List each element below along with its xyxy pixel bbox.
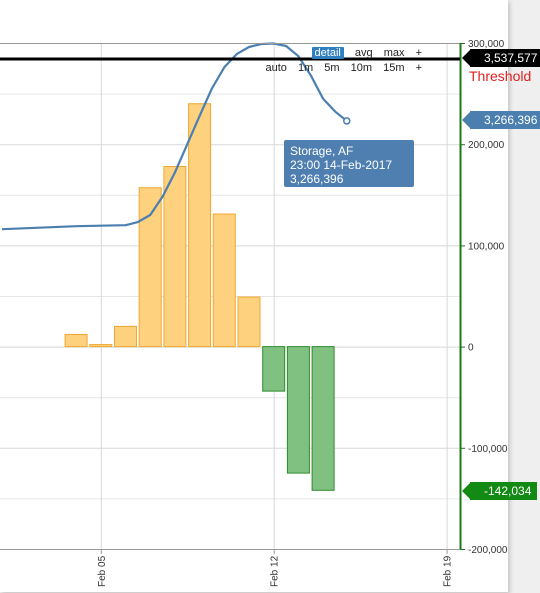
threshold-label: Threshold: [469, 68, 531, 84]
avg-button[interactable]: avg: [355, 47, 373, 59]
tooltip-series: Storage, AF: [290, 144, 408, 158]
x-tick-label: Feb 12: [270, 555, 281, 587]
y-tick-label: 0: [468, 343, 474, 354]
storage-last-point: [344, 118, 350, 124]
x-tick-label: Feb 19: [443, 555, 454, 587]
tooltip-value: 3,266,396: [290, 172, 408, 186]
y-tick-label: 200,000: [468, 140, 505, 151]
bar: [312, 347, 334, 491]
bar: [213, 214, 235, 347]
15m-button[interactable]: 15m: [383, 62, 404, 74]
bar: [164, 166, 186, 346]
hover-tooltip: Storage, AF 23:00 14-Feb-2017 3,266,396: [284, 140, 414, 187]
bar: [287, 347, 309, 474]
bar: [263, 347, 285, 392]
bar-min-value-flag: -142,034: [470, 482, 537, 500]
x-tick-label: Feb 05: [97, 555, 108, 587]
bar: [90, 345, 112, 347]
y-tick-label: -100,000: [468, 444, 508, 455]
period-controls-row2: auto 1m 5m 10m 15m +: [257, 62, 422, 74]
bar: [238, 297, 260, 347]
bar: [189, 104, 211, 347]
y-tick-label: 100,000: [468, 241, 505, 252]
add-aggregate-button[interactable]: +: [416, 47, 422, 59]
y-tick-label: -200,000: [468, 545, 508, 556]
add-period-button[interactable]: +: [416, 62, 422, 74]
detail-button[interactable]: detail: [312, 47, 344, 59]
chart-panel: 300,000 200,000 100,000 0 -100,000 -200,000 Fe…: [0, 0, 508, 592]
1m-button[interactable]: 1m: [298, 62, 313, 74]
chart-svg: 300,000200,000100,0000-100,000-200,000Fe…: [0, 0, 508, 592]
threshold-value-flag: 3,537,577: [470, 49, 540, 67]
5m-button[interactable]: 5m: [324, 62, 339, 74]
storage-value-flag: 3,266,396: [470, 111, 540, 129]
10m-button[interactable]: 10m: [351, 62, 372, 74]
bar: [115, 326, 137, 346]
max-button[interactable]: max: [384, 47, 405, 59]
bar: [65, 334, 87, 346]
auto-button[interactable]: auto: [265, 62, 286, 74]
period-controls-row1: detail avg max +: [304, 47, 422, 59]
tooltip-time: 23:00 14-Feb-2017: [290, 158, 408, 172]
bar: [139, 188, 161, 347]
